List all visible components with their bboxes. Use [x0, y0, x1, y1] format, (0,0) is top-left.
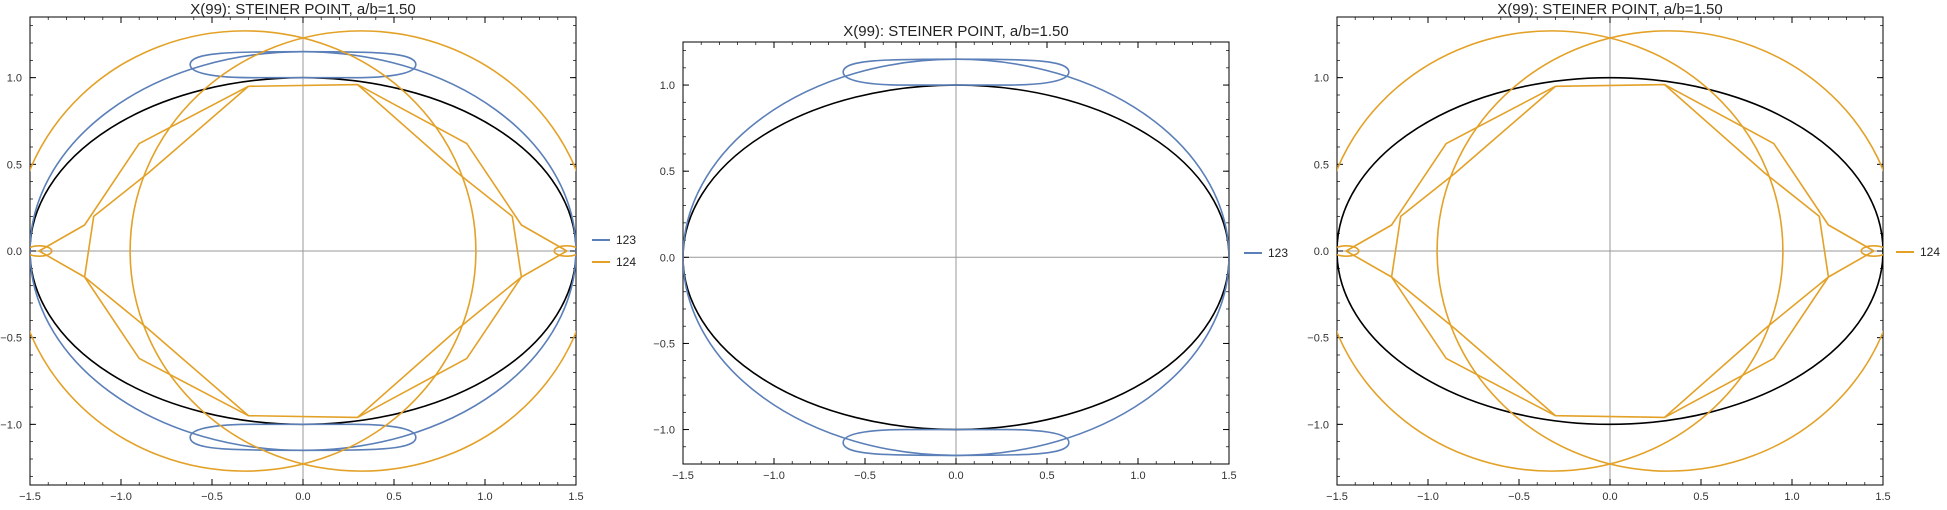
y-tick-label: −1.0: [653, 425, 675, 437]
x-tick-label: 0.0: [1602, 491, 1617, 503]
legend-label: 123: [616, 233, 636, 247]
x-tick-label: 0.5: [1693, 491, 1708, 503]
chart-panel: X(99): STEINER POINT, a/b=1.50 −1.5 −1.0 −0…: [653, 23, 1288, 482]
x-tick-label: 1.5: [568, 491, 583, 503]
y-tick-label: −0.5: [1307, 333, 1329, 345]
plot-area: [683, 58, 1229, 457]
y-tick-label: 0.0: [1314, 246, 1329, 258]
series-124-small-loop: [553, 245, 576, 257]
chart-title: X(99): STEINER POINT, a/b=1.50: [190, 1, 416, 18]
x-tick-label: −1.5: [672, 470, 694, 482]
y-tick-label: 1.0: [660, 80, 675, 92]
series-123-loop: [189, 50, 417, 79]
y-tick-label: −1.0: [1307, 419, 1329, 431]
chart-title: X(99): STEINER POINT, a/b=1.50: [1497, 1, 1723, 18]
x-tick-label: 0.0: [295, 491, 310, 503]
y-tick-label: 0.0: [660, 252, 675, 264]
y-tick-label: −0.5: [0, 333, 22, 345]
x-tick-label: 1.0: [1784, 491, 1799, 503]
y-tick-label: 0.5: [1314, 159, 1329, 171]
y-tick-label: 0.5: [7, 159, 22, 171]
series-124-small-loop: [1337, 245, 1360, 257]
reference-ellipse: [1337, 76, 1883, 426]
plot-area: [1337, 30, 1883, 472]
x-tick-label: −1.0: [763, 470, 785, 482]
x-tick-label: −0.5: [854, 470, 876, 482]
series-124-polyline: [357, 84, 523, 418]
x-tick-label: −1.0: [110, 491, 132, 503]
series-124-circle: [30, 30, 477, 472]
legend-label: 123: [1268, 246, 1288, 260]
series-124-polyline: [1390, 85, 1556, 417]
series-123-loop: [842, 428, 1070, 457]
plot-area: [30, 30, 576, 472]
y-tick-label: −0.5: [653, 338, 675, 350]
y-tick-label: −1.0: [0, 419, 22, 431]
x-tick-label: 1.0: [477, 491, 492, 503]
chart-panel: X(99): STEINER POINT, a/b=1.50 −1.5 −1.0 −0…: [1307, 1, 1940, 503]
series-124-polyline: [1664, 84, 1830, 418]
y-tick-label: 0.5: [660, 166, 675, 178]
legend-label: 124: [616, 255, 636, 269]
series-123-loop: [189, 423, 417, 452]
series-124-circle: [1436, 30, 1883, 472]
x-tick-label: −1.5: [1326, 491, 1348, 503]
series-124-circle: [1337, 30, 1784, 472]
x-tick-label: 0.5: [386, 491, 401, 503]
y-tick-label: 1.0: [7, 73, 22, 85]
series-124-small-loop: [30, 245, 53, 257]
y-tick-label: 1.0: [1314, 73, 1329, 85]
x-tick-label: −0.5: [201, 491, 223, 503]
chart-title: X(99): STEINER POINT, a/b=1.50: [843, 23, 1069, 40]
x-tick-label: 0.5: [1039, 470, 1054, 482]
series-124-polyline: [83, 85, 249, 417]
series-124-small-loop: [1860, 245, 1883, 257]
x-tick-label: −1.5: [19, 491, 41, 503]
series-123-loop: [842, 58, 1070, 86]
legend-label: 124: [1920, 245, 1940, 259]
x-tick-label: −0.5: [1508, 491, 1530, 503]
x-tick-label: 1.0: [1130, 470, 1145, 482]
x-tick-label: 1.5: [1221, 470, 1236, 482]
x-tick-label: −1.0: [1417, 491, 1439, 503]
chart-panel: X(99): STEINER POINT, a/b=1.50 −1.5 −1.0 −0…: [0, 1, 636, 503]
x-tick-label: 0.0: [948, 470, 963, 482]
series-124-circle: [129, 30, 576, 472]
x-tick-label: 1.5: [1875, 491, 1890, 503]
y-tick-label: 0.0: [7, 246, 22, 258]
